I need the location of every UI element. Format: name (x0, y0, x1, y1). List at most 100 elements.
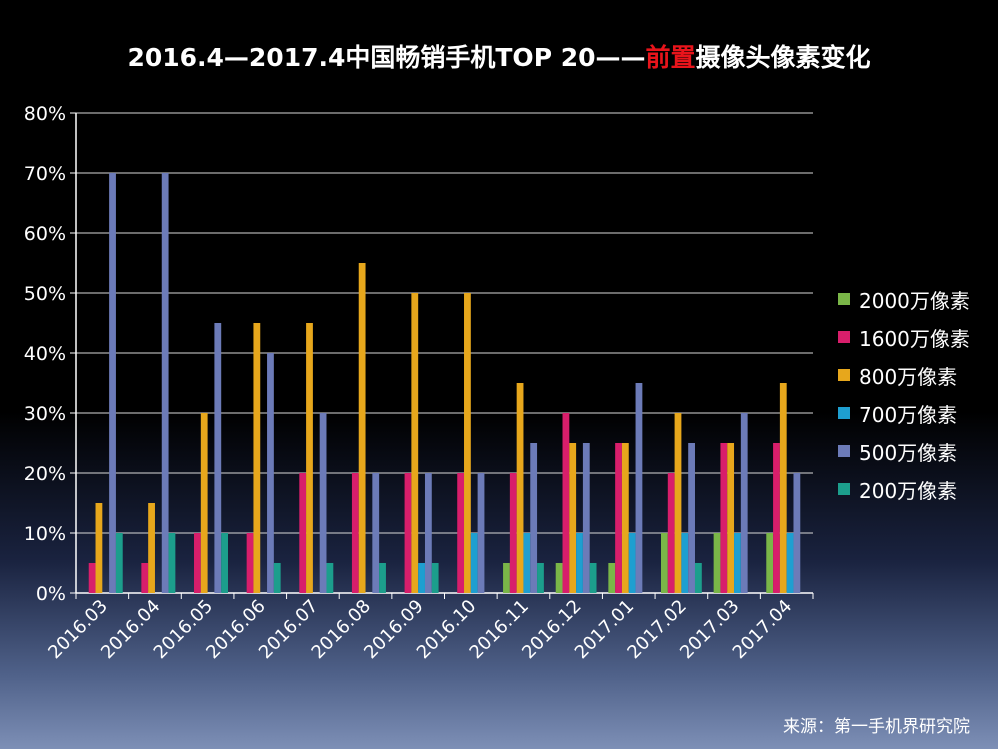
legend-swatch (838, 445, 850, 457)
y-tick-label: 60% (24, 223, 66, 245)
legend-label: 800万像素 (859, 364, 958, 389)
bar-500万像素 (635, 383, 643, 593)
bar-1600万像素 (404, 473, 412, 593)
bar-2000万像素 (608, 563, 616, 593)
y-tick-label: 0% (36, 583, 66, 605)
bar-200万像素 (379, 563, 386, 593)
legend-item: 800万像素 (838, 356, 970, 394)
legend-swatch (838, 331, 850, 343)
bar-1600万像素 (720, 443, 728, 593)
title-pre: 2016.4—2017.4中国畅销手机TOP 20—— (127, 43, 646, 72)
legend-item: 1600万像素 (838, 318, 970, 356)
bar-1600万像素 (194, 533, 201, 593)
legend-item: 500万像素 (838, 432, 970, 470)
legend-swatch (838, 293, 850, 305)
legend-label: 1600万像素 (859, 326, 970, 351)
bar-500万像素 (582, 443, 590, 593)
bar-800万像素 (200, 413, 208, 593)
bar-800万像素 (727, 443, 735, 593)
y-tick-label: 70% (24, 163, 66, 185)
legend-item: 700万像素 (838, 394, 970, 432)
bar-1600万像素 (615, 443, 622, 593)
bar-800万像素 (306, 323, 313, 593)
legend-label: 2000万像素 (859, 288, 970, 313)
bar-800万像素 (411, 293, 419, 593)
bar-500万像素 (267, 353, 274, 593)
bar-1600万像素 (351, 473, 359, 593)
bar-800万像素 (779, 383, 787, 593)
bar-800万像素 (674, 413, 682, 593)
bar-500万像素 (214, 323, 222, 593)
bar-2000万像素 (766, 533, 774, 593)
bar-500万像素 (161, 173, 169, 593)
legend-label: 200万像素 (859, 478, 958, 503)
bar-500万像素 (688, 443, 695, 593)
bar-700万像素 (681, 533, 689, 593)
title-post: 摄像头像素变化 (695, 43, 871, 72)
bar-200万像素 (537, 563, 544, 593)
bar-200万像素 (326, 563, 334, 593)
bar-2000万像素 (713, 533, 721, 593)
y-tick-label: 40% (24, 343, 66, 365)
legend-swatch (838, 369, 850, 381)
bar-800万像素 (253, 323, 261, 593)
bar-2000万像素 (503, 563, 510, 593)
y-tick-label: 80% (24, 103, 66, 125)
bar-2000万像素 (660, 533, 668, 593)
bar-1600万像素 (773, 443, 780, 593)
bar-800万像素 (516, 383, 524, 593)
bar-800万像素 (464, 293, 471, 593)
bar-200万像素 (589, 563, 597, 593)
bar-200万像素 (694, 563, 702, 593)
bar-200万像素 (431, 563, 439, 593)
bar-1600万像素 (457, 473, 465, 593)
bar-1600万像素 (246, 533, 254, 593)
bar-700万像素 (786, 533, 794, 593)
bar-200万像素 (168, 533, 176, 593)
bar-500万像素 (740, 413, 748, 593)
bar-500万像素 (530, 443, 538, 593)
legend-swatch (838, 407, 850, 419)
legend-label: 500万像素 (859, 440, 958, 465)
legend-label: 700万像素 (859, 402, 958, 427)
bar-200万像素 (221, 533, 229, 593)
bar-500万像素 (319, 413, 327, 593)
bar-800万像素 (358, 263, 366, 593)
bar-700万像素 (418, 563, 425, 593)
bar-800万像素 (148, 503, 155, 593)
bar-800万像素 (95, 503, 103, 593)
bar-1600万像素 (88, 563, 96, 593)
chart-legend: 2000万像素 1600万像素 800万像素 700万像素 500万像素 200万像素 (838, 280, 970, 508)
bar-500万像素 (372, 473, 380, 593)
title-highlight: 前置 (645, 43, 696, 72)
bar-500万像素 (424, 473, 432, 593)
bar-700万像素 (628, 533, 636, 593)
bar-700万像素 (576, 533, 583, 593)
bar-800万像素 (621, 443, 629, 593)
y-tick-label: 30% (24, 403, 66, 425)
bar-500万像素 (109, 173, 116, 593)
bar-500万像素 (477, 473, 485, 593)
source-note: 来源：第一手机界研究院 (783, 717, 970, 737)
bar-1600万像素 (141, 563, 149, 593)
bar-500万像素 (793, 473, 801, 593)
bar-1600万像素 (299, 473, 307, 593)
bar-700万像素 (523, 533, 531, 593)
legend-item: 200万像素 (838, 470, 970, 508)
bar-1600万像素 (509, 473, 517, 593)
bar-200万像素 (115, 533, 123, 593)
bar-2000万像素 (555, 563, 563, 593)
y-tick-label: 50% (24, 283, 66, 305)
bar-200万像素 (273, 563, 281, 593)
bar-700万像素 (734, 533, 741, 593)
bar-800万像素 (569, 443, 577, 593)
legend-item: 2000万像素 (838, 280, 970, 318)
y-tick-label: 20% (24, 463, 66, 485)
bar-700万像素 (470, 533, 478, 593)
legend-swatch (838, 483, 850, 495)
bar-1600万像素 (667, 473, 675, 593)
bar-1600万像素 (562, 413, 570, 593)
chart-title: 2016.4—2017.4中国畅销手机TOP 20——前置摄像头像素变化 (0, 38, 998, 74)
y-tick-label: 10% (24, 523, 66, 545)
